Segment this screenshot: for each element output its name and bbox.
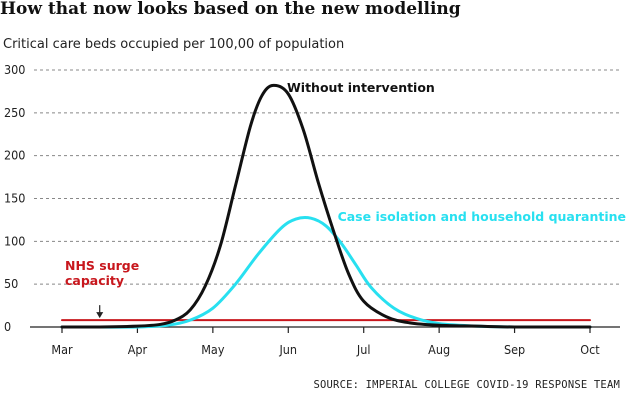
series-line-without-intervention: [60, 83, 592, 329]
y-tick-label-300: 300: [4, 62, 25, 77]
annotation-line-2: capacity: [65, 273, 124, 288]
y-tick-label-150: 150: [4, 191, 25, 206]
series-lines: [60, 83, 592, 329]
series-labels: Without intervention Case isolation and h…: [65, 80, 626, 319]
y-tick-label-0: 0: [4, 319, 11, 334]
annotation-arrow-head: [96, 312, 104, 319]
x-tick-label-may: May: [201, 342, 225, 357]
x-tick-label-oct: Oct: [580, 342, 600, 357]
chart-title: How that now looks based on the new mode…: [0, 0, 461, 19]
source-note: SOURCE: IMPERIAL COLLEGE COVID-19 RESPON…: [313, 379, 620, 391]
x-tick-label-aug: Aug: [428, 342, 450, 357]
series-label-without-intervention: Without intervention: [287, 80, 435, 95]
series-label-case-isolation: Case isolation and household quarantine: [338, 209, 626, 224]
chart-subtitle: Critical care beds occupied per 100,00 o…: [3, 37, 344, 52]
y-tick-label-50: 50: [4, 276, 18, 291]
x-tick-label-apr: Apr: [128, 342, 148, 357]
gridlines: [34, 69, 620, 285]
axes: 0 50 100 150 200 250 300 Mar Apr May Jun Jul Aug Sep O…: [4, 62, 620, 357]
annotation-nhs-surge-capacity: NHS surge capacity: [65, 258, 139, 288]
x-tick-label-jul: Jul: [356, 342, 371, 357]
x-tick-label-sep: Sep: [504, 342, 525, 357]
y-tick-label-250: 250: [4, 105, 25, 120]
x-tick-label-mar: Mar: [51, 342, 73, 357]
annotation-line-1: NHS surge: [65, 258, 139, 273]
y-tick-label-200: 200: [4, 148, 25, 163]
series-line-case-isolation-and-household-quarantine: [60, 216, 592, 329]
y-tick-label-100: 100: [4, 233, 25, 248]
x-tick-label-jun: Jun: [278, 342, 297, 357]
